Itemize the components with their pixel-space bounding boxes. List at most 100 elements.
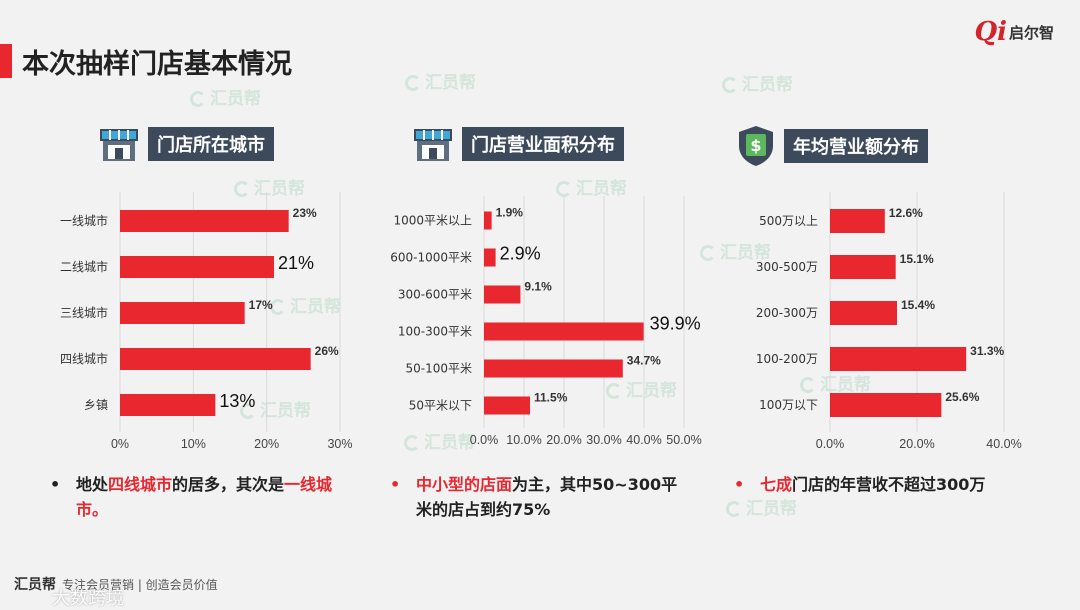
category-label: 100万以下: [759, 398, 818, 412]
bar: [484, 285, 521, 304]
watermark: 汇员帮: [190, 84, 261, 109]
tick-label: 20.0%: [546, 433, 581, 447]
category-label: 四线城市: [60, 351, 108, 366]
category-label: 三线城市: [60, 305, 108, 320]
value-label: 25.6%: [945, 390, 979, 404]
tick-label: 20%: [254, 437, 279, 451]
footer-logo: 汇员帮: [14, 577, 56, 593]
value-label: 39.9%: [650, 314, 701, 334]
chart-area: 0.0% 10.0% 20.0% 30.0% 40.0% 50.0% 1000平米以上 1.9…: [376, 188, 706, 448]
tick-label: 0.0%: [470, 433, 499, 447]
bar: [484, 396, 530, 415]
section-header-city: 门店所在城市: [98, 124, 274, 164]
value-label: 15.4%: [901, 298, 935, 312]
logo-text: 启尔智: [1008, 23, 1054, 42]
note-fragment: 地处: [76, 475, 109, 494]
value-label: 31.3%: [970, 344, 1004, 358]
watermark: 汇员帮: [722, 70, 793, 95]
section-label: 年均营业额分布: [784, 129, 928, 163]
bar: [120, 210, 289, 232]
title-accent-bar: [0, 44, 12, 78]
value-label: 15.1%: [900, 252, 934, 266]
highlight-text: 一线城市。: [76, 475, 333, 519]
tick-label: 10.0%: [506, 433, 541, 447]
value-label: 1.9%: [496, 206, 524, 220]
logo-mark: Qi: [974, 17, 1007, 47]
category-label: 50-100平米: [405, 362, 472, 376]
bar: [484, 322, 644, 341]
footer: 汇员帮 专注会员营销 | 创造会员价值: [14, 574, 218, 594]
footer-tagline: 专注会员营销 | 创造会员价值: [62, 577, 218, 592]
watermark: 汇员帮: [405, 68, 476, 93]
bar: [830, 347, 967, 371]
note-text: 中小型的店面为主，其中50~300平米的店占到约75%: [416, 472, 690, 522]
page-title: 本次抽样门店基本情况: [22, 49, 292, 80]
money-shield-icon: $: [736, 124, 776, 168]
watermark: 汇员帮: [726, 494, 797, 519]
tick-label: 0%: [111, 437, 129, 451]
svg-text:$: $: [750, 136, 761, 155]
bar: [484, 359, 623, 378]
note-fragment: 为主，其中50~300平米的店占到约75%: [416, 475, 678, 519]
category-label: 二线城市: [60, 259, 108, 274]
value-label: 12.6%: [889, 206, 923, 220]
note-text: 地处四线城市的居多，其次是一线城市。: [76, 472, 350, 522]
tick-label: 30.0%: [586, 433, 621, 447]
bullet: •: [390, 475, 401, 494]
category-label: 100-200万: [756, 352, 818, 366]
category-label: 200-300万: [756, 306, 818, 320]
value-label: 17%: [249, 298, 273, 312]
tick-label: 30%: [327, 437, 352, 451]
chart-revenue: 0.0% 20.0% 40.0% 500万以上 12.6% 300-500万 15.1% 20…: [734, 188, 1034, 451]
section-header-area: 门店营业面积分布: [412, 124, 624, 164]
category-label: 乡镇: [84, 398, 108, 412]
value-label: 2.9%: [500, 244, 541, 264]
value-label: 23%: [293, 206, 317, 220]
category-label: 50平米以下: [409, 399, 472, 413]
section-label: 门店营业面积分布: [462, 127, 624, 161]
category-label: 一线城市: [60, 213, 108, 228]
note-area: • 中小型的店面为主，其中50~300平米的店占到约75%: [390, 472, 690, 522]
storefront-icon: [98, 124, 140, 164]
bar: [120, 302, 245, 324]
highlight-text: 七成: [760, 475, 793, 494]
note-text: 七成门店的年营收不超过300万: [760, 472, 1034, 497]
tick-label: 40.0%: [626, 433, 661, 447]
value-label: 11.5%: [534, 391, 568, 405]
brand-logo: Qi 启尔智: [974, 17, 1054, 47]
note-fragment: 门店的年营收不超过300万: [792, 475, 986, 494]
tick-label: 20.0%: [899, 437, 934, 451]
note-city: • 地处四线城市的居多，其次是一线城市。: [50, 472, 350, 522]
bar: [120, 394, 216, 416]
chart-city: 0% 10% 20% 30% 一线城市 23% 二线城市 21% 三线城市 17% 四线城市 26% 乡…: [40, 188, 353, 451]
tick-label: 50.0%: [666, 433, 701, 447]
category-label: 100-300平米: [398, 325, 472, 339]
section-label: 门店所在城市: [148, 127, 274, 161]
bar: [484, 211, 492, 230]
value-label: 13%: [219, 391, 255, 411]
section-header-revenue: $ 年均营业额分布: [736, 124, 928, 168]
bar: [830, 393, 942, 417]
value-label: 9.1%: [524, 280, 552, 294]
category-label: 300-600平米: [398, 288, 472, 302]
tick-label: 40.0%: [986, 437, 1021, 451]
bar: [830, 301, 897, 325]
category-label: 1000平米以上: [393, 214, 472, 228]
bullet: •: [50, 475, 61, 494]
bullet: •: [734, 475, 745, 494]
value-label: 26%: [315, 344, 339, 358]
bar: [484, 248, 496, 267]
category-label: 300-500万: [756, 260, 818, 274]
corner-watermark: 大数跨境: [52, 588, 124, 609]
bar: [120, 348, 311, 370]
bar: [830, 255, 896, 279]
highlight-text: 中小型的店面: [416, 475, 513, 494]
bar: [830, 209, 885, 233]
value-label: 34.7%: [627, 354, 661, 368]
storefront-icon: [412, 124, 454, 164]
note-fragment: 的居多，其次是: [172, 475, 285, 494]
tick-label: 0.0%: [816, 437, 845, 451]
category-label: 600-1000平米: [390, 251, 472, 265]
note-revenue: • 七成门店的年营收不超过300万: [734, 472, 1034, 497]
category-label: 500万以上: [759, 214, 818, 228]
